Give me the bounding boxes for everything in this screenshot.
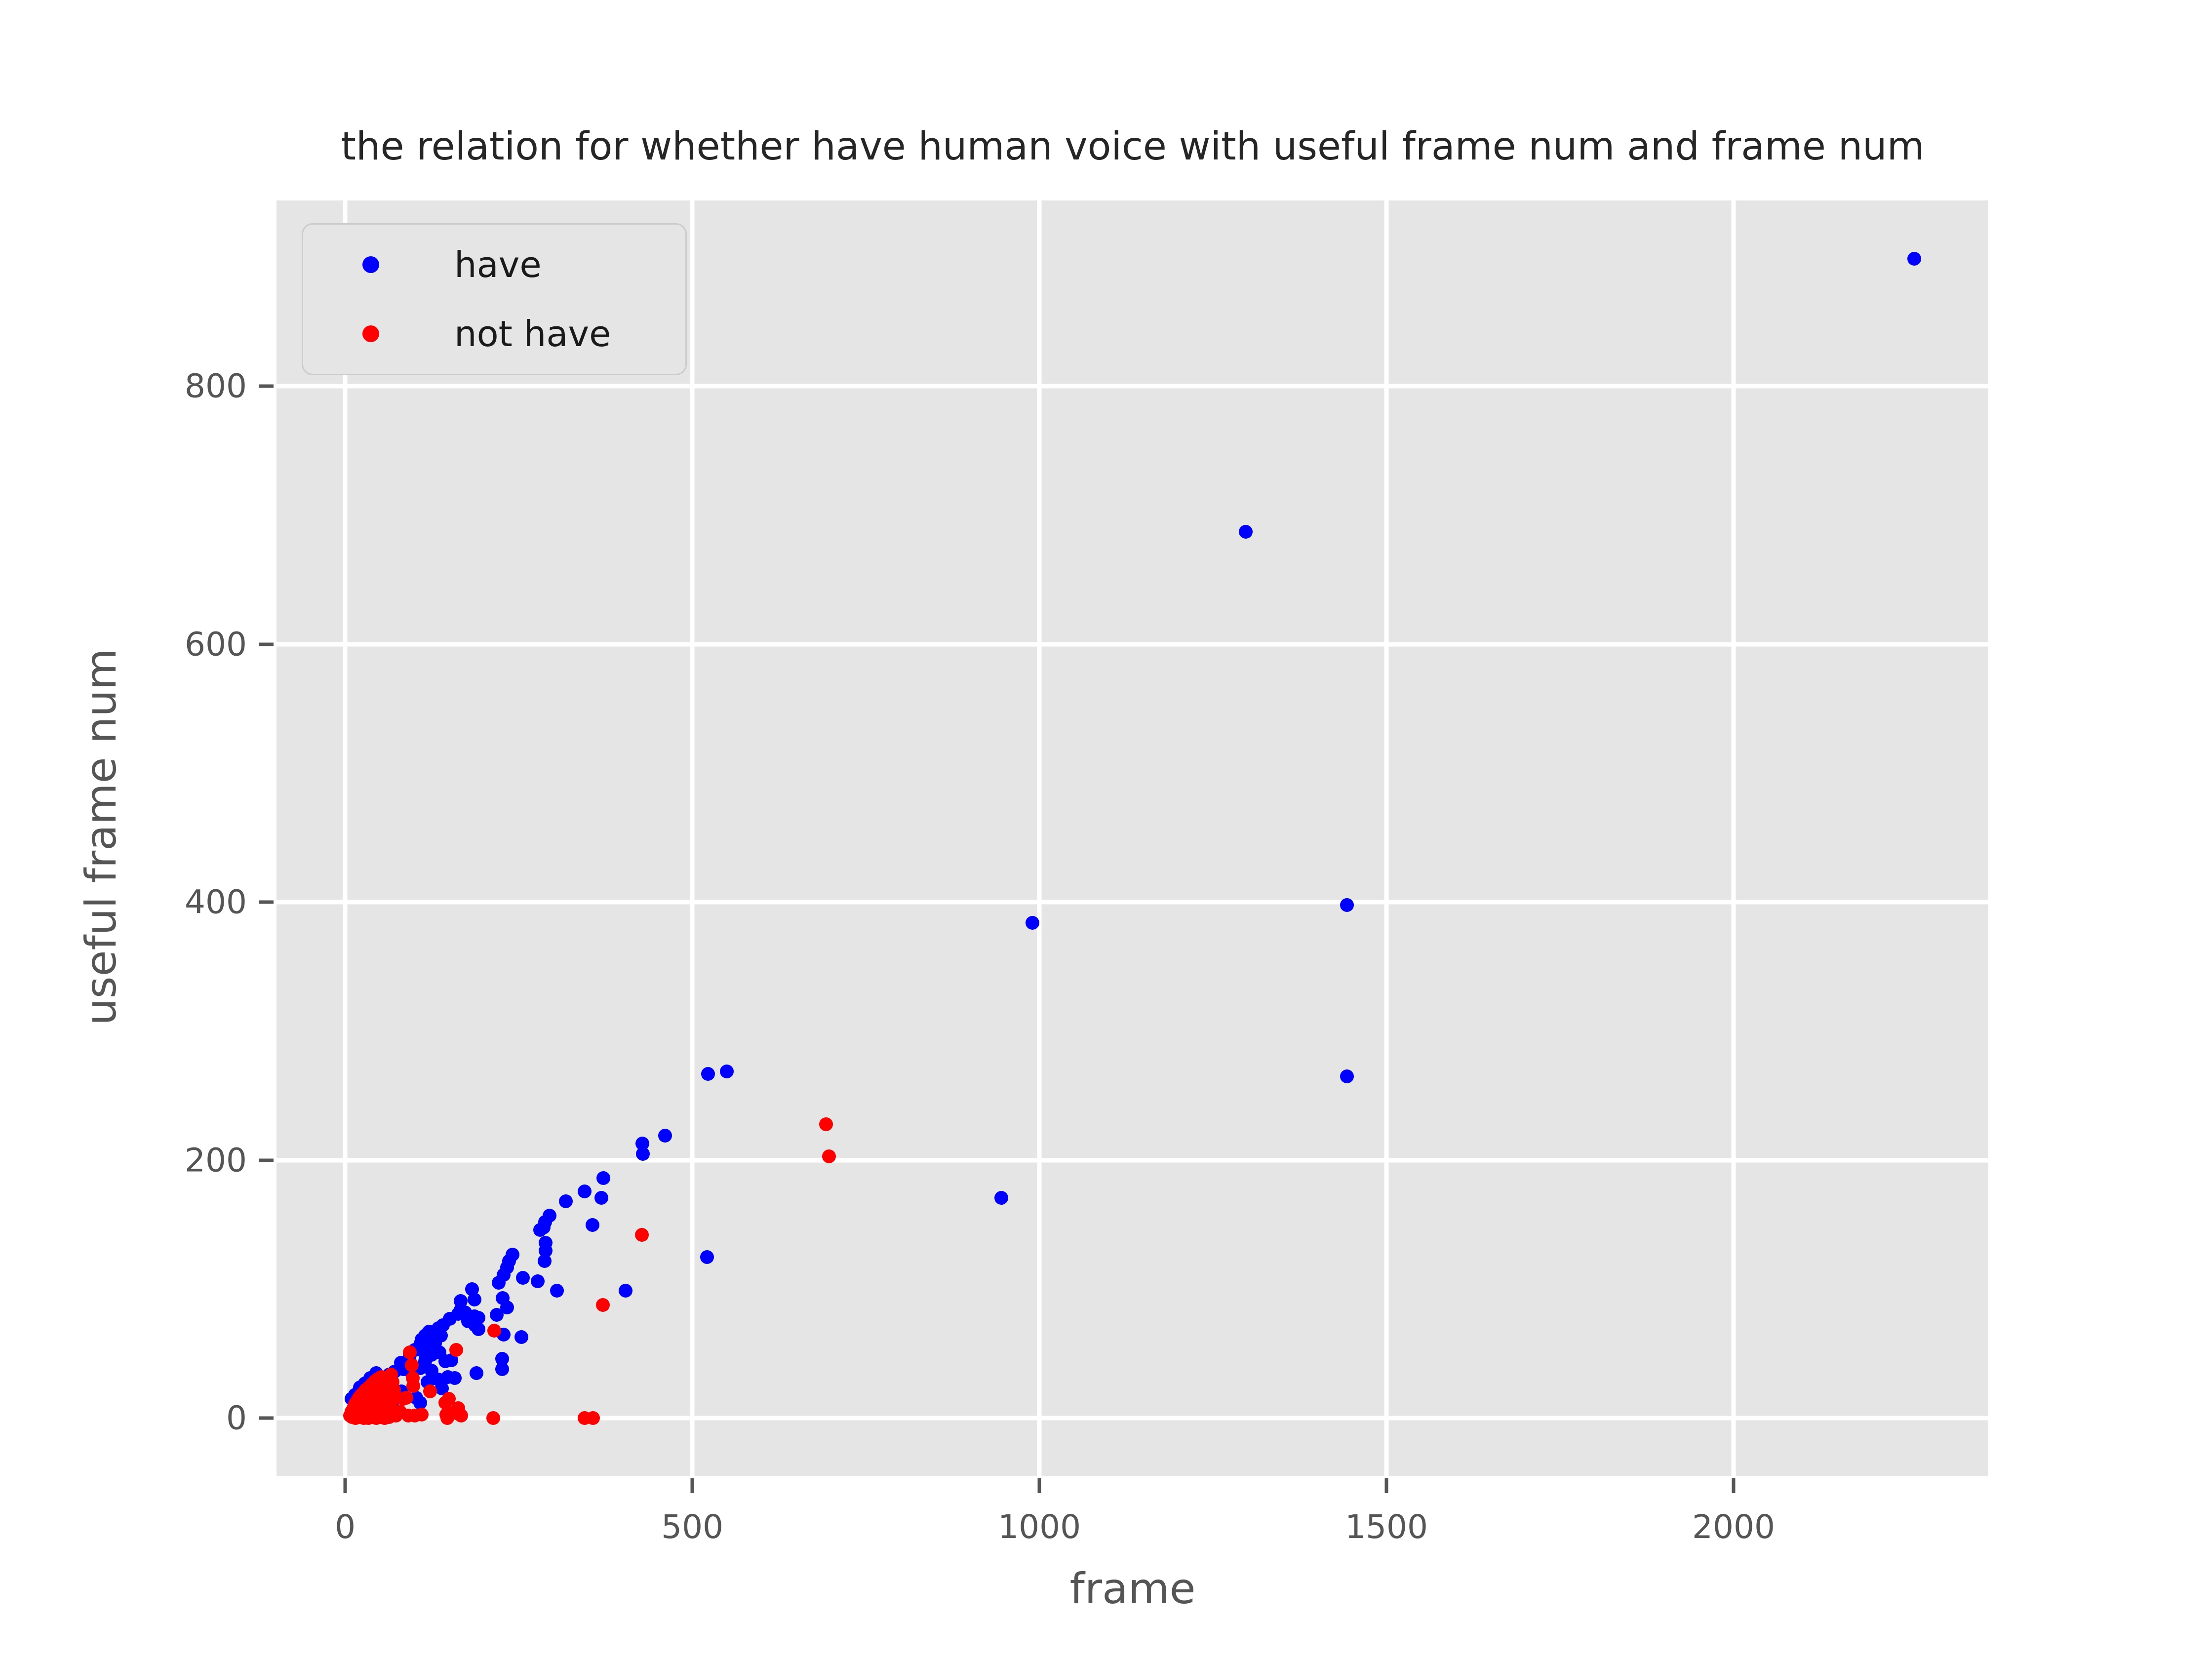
gridline-y-200 bbox=[276, 1158, 1988, 1163]
data-point-not-have bbox=[634, 1228, 649, 1242]
data-point-not-have bbox=[487, 1323, 502, 1338]
data-point-not-have bbox=[486, 1411, 500, 1425]
x-tick-mark-1000 bbox=[1037, 1478, 1041, 1493]
gridline-y-0 bbox=[276, 1416, 1988, 1421]
data-point-have bbox=[596, 1171, 611, 1185]
chart-title: the relation for whether have human voic… bbox=[341, 124, 1925, 169]
x-tick-label-2000: 2000 bbox=[1692, 1508, 1775, 1546]
x-tick-mark-0 bbox=[343, 1478, 347, 1493]
x-axis-label: frame bbox=[1069, 1564, 1196, 1614]
data-point-have bbox=[636, 1146, 650, 1161]
data-point-not-have bbox=[578, 1411, 592, 1425]
data-point-have bbox=[550, 1283, 564, 1298]
y-tick-mark-400 bbox=[259, 900, 274, 904]
x-tick-mark-2000 bbox=[1732, 1478, 1736, 1493]
legend-item-have: have bbox=[303, 235, 685, 294]
y-tick-mark-800 bbox=[259, 384, 274, 388]
data-point-have bbox=[1238, 525, 1253, 539]
data-point-have bbox=[495, 1362, 509, 1377]
data-point-have bbox=[559, 1194, 573, 1209]
data-point-have bbox=[585, 1218, 599, 1232]
data-point-have bbox=[537, 1254, 552, 1268]
gridline-y-800 bbox=[276, 384, 1988, 389]
y-tick-label-0: 0 bbox=[226, 1399, 247, 1437]
data-point-have bbox=[469, 1366, 483, 1380]
data-point-have bbox=[720, 1064, 734, 1078]
y-tick-label-200: 200 bbox=[185, 1141, 247, 1180]
data-point-have bbox=[594, 1190, 608, 1205]
data-point-not-have bbox=[343, 1409, 357, 1423]
data-point-have bbox=[700, 1250, 714, 1264]
not-have-marker-icon bbox=[362, 325, 379, 343]
data-point-have bbox=[994, 1190, 1008, 1205]
gridline-x-0 bbox=[343, 200, 348, 1476]
y-axis-label: useful frame num bbox=[77, 648, 126, 1026]
data-point-have bbox=[701, 1066, 715, 1081]
plot-area bbox=[276, 200, 1988, 1476]
data-point-have bbox=[658, 1129, 672, 1143]
x-tick-label-0: 0 bbox=[335, 1508, 356, 1546]
data-point-have bbox=[1340, 1069, 1354, 1084]
data-point-not-have bbox=[405, 1371, 420, 1385]
x-tick-label-1500: 1500 bbox=[1345, 1508, 1428, 1546]
y-tick-label-800: 800 bbox=[185, 367, 247, 405]
y-tick-mark-200 bbox=[259, 1158, 274, 1162]
gridline-y-400 bbox=[276, 900, 1988, 905]
legend-label-have: have bbox=[454, 243, 542, 285]
data-point-have bbox=[619, 1283, 633, 1298]
data-point-not-have bbox=[595, 1298, 610, 1312]
data-point-have bbox=[514, 1330, 529, 1344]
y-tick-label-600: 600 bbox=[185, 625, 247, 664]
y-tick-mark-600 bbox=[259, 642, 274, 646]
have-marker-icon bbox=[362, 256, 379, 273]
data-point-not-have bbox=[423, 1384, 437, 1398]
x-tick-mark-1500 bbox=[1384, 1478, 1388, 1493]
data-point-have bbox=[516, 1270, 530, 1285]
legend: have not have bbox=[302, 223, 687, 375]
data-point-have bbox=[489, 1308, 504, 1322]
data-point-not-have bbox=[405, 1358, 419, 1373]
data-point-not-have bbox=[402, 1345, 417, 1360]
y-tick-mark-0 bbox=[259, 1416, 274, 1420]
data-point-have bbox=[1907, 251, 1921, 266]
data-point-have bbox=[533, 1223, 548, 1237]
data-point-not-have bbox=[438, 1396, 452, 1410]
gridline-y-600 bbox=[276, 642, 1988, 647]
data-point-not-have bbox=[439, 1407, 454, 1422]
data-point-not-have bbox=[449, 1343, 464, 1357]
data-point-have bbox=[491, 1276, 506, 1290]
data-point-not-have bbox=[819, 1117, 833, 1131]
gridline-x-2000 bbox=[1731, 200, 1736, 1476]
gridline-x-500 bbox=[690, 200, 695, 1476]
data-point-have bbox=[465, 1282, 479, 1297]
x-tick-label-1000: 1000 bbox=[998, 1508, 1081, 1546]
legend-item-not-have: not have bbox=[303, 304, 685, 363]
gridline-x-1500 bbox=[1384, 200, 1389, 1476]
data-point-have bbox=[1026, 916, 1040, 930]
x-tick-label-500: 500 bbox=[661, 1508, 724, 1546]
gridline-x-1000 bbox=[1037, 200, 1042, 1476]
legend-label-not-have: not have bbox=[454, 313, 611, 355]
y-tick-label-400: 400 bbox=[185, 883, 247, 921]
data-point-have bbox=[578, 1184, 592, 1198]
data-point-have bbox=[530, 1274, 545, 1289]
x-tick-mark-500 bbox=[690, 1478, 694, 1493]
data-point-not-have bbox=[822, 1149, 836, 1164]
data-point-have bbox=[1340, 898, 1354, 912]
